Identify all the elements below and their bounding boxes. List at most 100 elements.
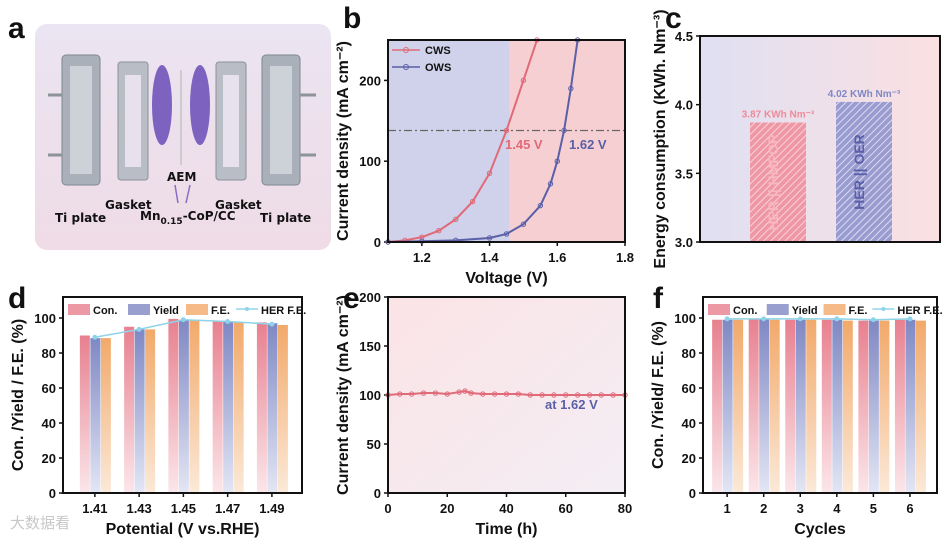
data-point: [486, 170, 493, 177]
x-tick-label: 1.6: [548, 250, 566, 265]
bar-fe: [145, 329, 156, 493]
bar-yield: [868, 320, 879, 493]
shaded-region-blue: [388, 40, 510, 242]
plot-frame: [702, 296, 938, 494]
legend-swatch: [186, 304, 208, 315]
data-point: [761, 316, 767, 322]
bar-con: [894, 319, 905, 493]
panel-e: e 0 50 100 150 200 0 20 40 60 80 Time (h) Current de…: [335, 282, 632, 538]
x-tick-label: 1: [724, 501, 731, 516]
bar: [750, 122, 806, 242]
bar-fe: [277, 325, 288, 493]
data-point: [269, 321, 275, 327]
data-point: [462, 388, 468, 394]
bar-con: [712, 319, 723, 493]
arrow-icon: [185, 184, 191, 204]
y-axis-label: Con. /Yield / F.E. (%): [10, 319, 27, 471]
data-point: [574, 392, 581, 398]
plot-frame: [387, 296, 626, 494]
bar-fe: [100, 338, 111, 493]
legend-label: Con.: [733, 305, 757, 317]
data-point: [598, 392, 604, 398]
data-point: [503, 231, 510, 237]
y-tick-label: 50: [367, 437, 381, 452]
arrow-icon: [174, 184, 179, 204]
data-point: [136, 326, 142, 332]
bar-yield: [759, 318, 770, 493]
bar-yield: [832, 319, 843, 493]
y-tick-label: 80: [682, 346, 696, 361]
legend-label: HER F.E.: [897, 305, 942, 317]
x-axis-label: Voltage (V): [465, 270, 547, 287]
data-point: [797, 316, 803, 322]
legend-label: Yield: [792, 305, 818, 317]
y-tick-label: 150: [359, 339, 381, 354]
bar-con: [124, 326, 135, 493]
legend-label: Con.: [93, 305, 117, 317]
panel-c: c 3.0 3.5 4.0 4.5 Energy consumption (KWh. Nm…: [652, 2, 941, 269]
bar-yield: [795, 319, 806, 493]
x-tick-label: 1.45: [171, 501, 196, 516]
x-tick-label: 5: [870, 501, 877, 516]
y-tick-label: 4.5: [675, 29, 693, 44]
gasket-right-graphic: [215, 61, 247, 181]
series-line-cws: [387, 39, 538, 243]
data-point: [468, 390, 474, 396]
y-tick-label: 0: [49, 486, 56, 501]
panel-label-c: c: [665, 2, 682, 35]
panel-b: b 0 100 200 1.2 1.4 1.6 1.8 Voltage (V) Current d…: [335, 2, 634, 287]
y-tick-label: 40: [682, 416, 696, 431]
data-point: [515, 391, 522, 397]
bar-yield: [90, 338, 101, 493]
annotation-cws: 1.45 V: [505, 137, 543, 152]
label-ti-plate-left: Ti plate: [55, 211, 106, 225]
legend-label: CWS: [425, 45, 451, 57]
data-point: [456, 389, 462, 395]
data-point: [520, 77, 527, 84]
data-point: [907, 316, 913, 322]
bar-yield: [905, 319, 916, 493]
bar-con: [79, 335, 90, 493]
bar-yield: [178, 319, 189, 493]
x-tick-label: 1.47: [215, 501, 240, 516]
bar-con: [748, 318, 759, 493]
x-tick-label: 4: [833, 501, 841, 516]
y-tick-label: 100: [34, 311, 56, 326]
panel-label-b: b: [343, 2, 361, 35]
data-point: [432, 390, 439, 396]
panel-label-e: e: [343, 282, 360, 315]
label-aem: AEM: [167, 170, 196, 184]
y-tick-label: 200: [359, 290, 381, 305]
panel-f: f 0 20 40 60 80 100 Cycles Con. /Yield/ F.E. (%)…: [650, 282, 943, 538]
bar-yield: [134, 329, 145, 493]
data-point: [870, 317, 876, 323]
watermark: 大数据看: [10, 515, 70, 532]
y-tick-label: 60: [42, 381, 56, 396]
y-axis-label: Con. /Yield/ F.E. (%): [650, 321, 667, 469]
annotation: at 1.62 V: [545, 397, 598, 412]
annotation-ows: 1.62 V: [569, 137, 607, 152]
legend-marker: [245, 307, 249, 311]
data-point: [491, 391, 498, 397]
y-tick-label: 100: [674, 311, 696, 326]
data-point: [539, 392, 545, 398]
panel-label-d: d: [8, 282, 26, 315]
plot-background: [700, 36, 940, 242]
y-tick-label: 3.0: [675, 235, 693, 250]
y-tick-label: 0: [374, 235, 381, 250]
y-tick-label: 40: [42, 416, 56, 431]
panel-label-f: f: [653, 282, 664, 315]
data-point: [453, 216, 459, 223]
bar-fe: [233, 322, 244, 493]
bar-con: [785, 319, 796, 493]
data-point: [420, 390, 427, 396]
schematic-background: [35, 24, 331, 250]
data-point: [834, 316, 840, 322]
legend-marker: [881, 307, 886, 311]
data-point: [520, 221, 527, 227]
data-point: [397, 391, 403, 397]
y-tick-label: 0: [689, 486, 696, 501]
x-axis-label: Time (h): [476, 521, 538, 538]
x-tick-label: 80: [618, 501, 632, 516]
x-tick-label: 0: [384, 501, 391, 516]
